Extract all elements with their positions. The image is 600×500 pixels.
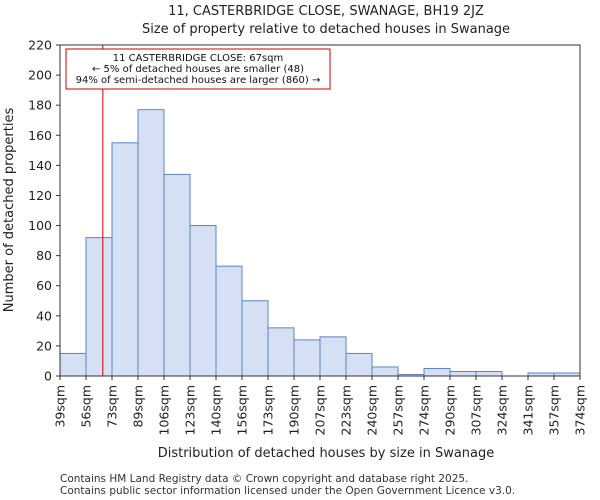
y-tick-label: 60 [36, 278, 52, 293]
y-tick-label: 160 [28, 128, 52, 143]
chart-subtitle: Size of property relative to detached ho… [142, 22, 510, 37]
x-tick-label: 207sqm [313, 385, 328, 435]
x-tick-label: 357sqm [547, 385, 562, 435]
annotation-box: 11 CASTERBRIDGE CLOSE: 67sqm ← 5% of det… [65, 48, 331, 90]
x-tick-label: 106sqm [157, 385, 172, 435]
x-tick-label: 190sqm [287, 385, 302, 435]
x-tick-label: 156sqm [235, 385, 250, 435]
x-tick-label: 290sqm [443, 385, 458, 435]
x-axis-ticks: 39sqm 56sqm 73sqm 89sqm 106sqm 123sqm 140sqm 15… [53, 376, 588, 435]
y-tick-label: 140 [28, 158, 52, 173]
x-tick-label: 374sqm [573, 385, 588, 435]
x-tick-label: 240sqm [365, 385, 380, 435]
annotation-line-3: 94% of semi-detached houses are larger (… [76, 75, 321, 86]
histogram-bar [59, 352, 87, 377]
histogram-bar [111, 142, 139, 377]
footer-line-2: Contains public sector information licen… [60, 485, 515, 497]
histogram-bar [85, 237, 113, 377]
y-tick-label: 120 [28, 188, 52, 203]
x-tick-label: 73sqm [105, 385, 120, 428]
histogram-bar [215, 265, 243, 377]
x-tick-label: 223sqm [339, 385, 354, 435]
x-tick-label: 89sqm [131, 385, 146, 428]
histogram-bar [345, 352, 373, 377]
histogram-bar [241, 300, 269, 377]
x-tick-label: 173sqm [261, 385, 276, 435]
y-tick-label: 100 [28, 218, 52, 233]
x-tick-label: 123sqm [183, 385, 198, 435]
x-tick-label: 39sqm [53, 385, 68, 428]
plot-area-frame [59, 44, 581, 377]
bars [59, 109, 581, 377]
x-tick-label: 324sqm [495, 385, 510, 435]
y-tick-label: 0 [44, 369, 52, 384]
x-tick-label: 307sqm [469, 385, 484, 435]
y-tick-label: 180 [28, 98, 52, 113]
x-tick-label: 257sqm [391, 385, 406, 435]
histogram-bar [319, 336, 347, 377]
histogram-bar [163, 173, 191, 377]
y-axis-ticks: 0 20 40 60 80 100 120 140 160 180 200 220 [28, 38, 60, 384]
histogram-bar [449, 370, 477, 377]
y-axis-label: Number of detached properties [2, 108, 17, 313]
x-tick-label: 274sqm [417, 385, 432, 435]
histogram-bar [423, 367, 451, 377]
x-tick-label: 140sqm [209, 385, 224, 435]
histogram-bar [371, 366, 399, 377]
x-axis-label: Distribution of detached houses by size … [158, 446, 495, 461]
y-tick-label: 80 [36, 248, 52, 263]
annotation-frame [65, 48, 331, 90]
y-tick-label: 40 [36, 308, 52, 323]
y-tick-label: 200 [28, 68, 52, 83]
y-tick-label: 220 [28, 38, 52, 53]
x-tick-label: 56sqm [79, 385, 94, 428]
footer-line-1: Contains HM Land Registry data © Crown c… [60, 473, 468, 485]
histogram-bar [475, 370, 503, 377]
annotation-line-2: ← 5% of detached houses are smaller (48) [92, 64, 304, 75]
histogram-bar [267, 327, 295, 377]
histogram-bar [293, 339, 321, 377]
chart-title: 11, CASTERBRIDGE CLOSE, SWANAGE, BH19 2J… [168, 4, 484, 19]
annotation-line-1: 11 CASTERBRIDGE CLOSE: 67sqm [113, 53, 283, 64]
histogram-bar [137, 109, 165, 377]
x-tick-label: 341sqm [521, 385, 536, 435]
histogram-bar [189, 225, 217, 377]
y-tick-label: 20 [36, 338, 52, 353]
